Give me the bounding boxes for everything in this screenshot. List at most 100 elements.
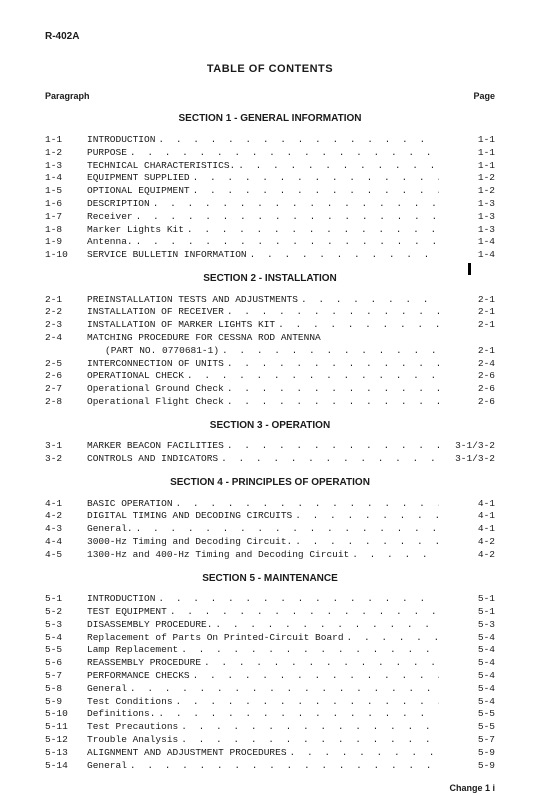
toc-paragraph: 1-5 (45, 185, 87, 198)
toc-paragraph: 2-7 (45, 383, 87, 396)
toc-title: Trouble Analysis (87, 734, 178, 747)
toc-title: PREINSTALLATION TESTS AND ADJUSTMENTS (87, 294, 298, 307)
toc-paragraph: 5-6 (45, 657, 87, 670)
toc-title: SERVICE BULLETIN INFORMATION (87, 249, 247, 262)
toc-row: 2-2INSTALLATION OF RECEIVER . . . . . . … (45, 306, 495, 319)
toc-page: 2-6 (439, 396, 495, 409)
toc-leader: . . . . . . . . . . . . . . . . . . . . … (190, 670, 439, 683)
toc-leader: . . . . . . . . . . . . . . . . . . . . … (224, 396, 439, 409)
toc-title: REASSEMBLY PROCEDURE (87, 657, 201, 670)
toc-row: 5-5Lamp Replacement . . . . . . . . . . … (45, 644, 495, 657)
toc-leader: . . . . . . . . . . . . . . . . . . . . … (218, 453, 439, 466)
toc-paragraph: 5-2 (45, 606, 87, 619)
toc-paragraph: 1-9 (45, 236, 87, 249)
toc-row: 1-3TECHNICAL CHARACTERISTICS. . . . . . … (45, 160, 495, 173)
toc-title: TEST EQUIPMENT (87, 606, 167, 619)
toc-page: 3-1/3-2 (439, 453, 495, 466)
toc-leader: . . . . . . . . . . . . . . . . . . . . … (167, 606, 439, 619)
page-title: TABLE OF CONTENTS (45, 62, 495, 77)
toc-row: 4-1BASIC OPERATION . . . . . . . . . . .… (45, 498, 495, 511)
toc-row: 5-4Replacement of Parts On Printed-Circu… (45, 632, 495, 645)
toc-paragraph: 1-8 (45, 224, 87, 237)
toc-row: 5-9Test Conditions . . . . . . . . . . .… (45, 696, 495, 709)
toc-row: 4-2DIGITAL TIMING AND DECODING CIRCUITS … (45, 510, 495, 523)
toc-page: 1-4 (439, 249, 495, 262)
toc-page: 5-9 (439, 747, 495, 760)
toc-paragraph: 2-2 (45, 306, 87, 319)
page-footer: Change 1 i (45, 782, 495, 794)
toc-row: 1-5OPTIONAL EQUIPMENT . . . . . . . . . … (45, 185, 495, 198)
toc-row: 2-8Operational Flight Check . . . . . . … (45, 396, 495, 409)
toc-leader: . . . . . . . . . . . . . . . . . . . . … (224, 306, 439, 319)
toc-title: Definitions. (87, 708, 155, 721)
toc-title: INTRODUCTION (87, 593, 155, 606)
toc-row: 1-9Antenna. . . . . . . . . . . . . . . … (45, 236, 495, 249)
toc-paragraph: 2-5 (45, 358, 87, 371)
toc-row: 5-3DISASSEMBLY PROCEDURE. . . . . . . . … (45, 619, 495, 632)
change-bar (468, 263, 471, 275)
toc-title: General (87, 760, 127, 773)
document-id: R-402A (45, 30, 495, 44)
toc-page: 4-2 (439, 549, 495, 562)
toc-paragraph: 4-1 (45, 498, 87, 511)
toc-title: PERFORMANCE CHECKS (87, 670, 190, 683)
toc-row-cont: (PART NO. 0770681-1) . . . . . . . . . .… (45, 345, 495, 358)
toc-row: 5-8General . . . . . . . . . . . . . . .… (45, 683, 495, 696)
toc-page: 1-1 (439, 147, 495, 160)
toc-paragraph: 1-10 (45, 249, 87, 262)
toc-title: Marker Lights Kit (87, 224, 184, 237)
toc-row: 1-4EQUIPMENT SUPPLIED . . . . . . . . . … (45, 172, 495, 185)
toc-title: General. (87, 523, 133, 536)
toc-leader: . . . . . . . . . . . . . . . . . . . . … (201, 657, 439, 670)
toc-leader: . . . . . . . . . . . . . . . . . . . . … (349, 549, 439, 562)
toc-leader: . . . . . . . . . . . . . . . . . . . . … (173, 498, 439, 511)
toc-page: 5-3 (439, 619, 495, 632)
toc-leader: . . . . . . . . . . . . . . . . . . . . … (127, 147, 439, 160)
toc-paragraph: 2-8 (45, 396, 87, 409)
toc-row: 1-8Marker Lights Kit . . . . . . . . . .… (45, 224, 495, 237)
toc-row: 2-6OPERATIONAL CHECK . . . . . . . . . .… (45, 370, 495, 383)
toc-title: DESCRIPTION (87, 198, 150, 211)
toc-paragraph: 5-5 (45, 644, 87, 657)
toc-title: MATCHING PROCEDURE FOR CESSNA ROD ANTENN… (87, 332, 321, 345)
toc-paragraph: 4-5 (45, 549, 87, 562)
toc-row: 2-3INSTALLATION OF MARKER LIGHTS KIT . .… (45, 319, 495, 332)
toc-row: 3-1MARKER BEACON FACILITIES . . . . . . … (45, 440, 495, 453)
toc-title: MARKER BEACON FACILITIES (87, 440, 224, 453)
toc-leader: . . . . . . . . . . . . . . . . . . . . … (184, 224, 439, 237)
toc-title: Test Precautions (87, 721, 178, 734)
toc-leader: . . . . . . . . . . . . . . . . . . . . … (133, 211, 439, 224)
toc-row: 3-2CONTROLS AND INDICATORS . . . . . . .… (45, 453, 495, 466)
toc-title: Operational Flight Check (87, 396, 224, 409)
toc-leader: . . . . . . . . . . . . . . . . . . . . … (155, 134, 439, 147)
toc-paragraph: 2-6 (45, 370, 87, 383)
toc-leader: . . . . . . . . . . . . . . . . . . . . … (224, 440, 439, 453)
toc-page: 5-1 (439, 606, 495, 619)
toc-page: 5-5 (439, 721, 495, 734)
toc-paragraph: 5-12 (45, 734, 87, 747)
toc-row: 4-43000-Hz Timing and Decoding Circuit. … (45, 536, 495, 549)
toc-row: 2-4MATCHING PROCEDURE FOR CESSNA ROD ANT… (45, 332, 495, 345)
toc-page: 1-2 (439, 172, 495, 185)
toc-page: 2-6 (439, 383, 495, 396)
toc-row: 2-5INTERCONNECTION OF UNITS . . . . . . … (45, 358, 495, 371)
toc-paragraph: 2-4 (45, 332, 87, 345)
toc-leader: . . . . . . . . . . . . . . . . . . . . … (224, 383, 439, 396)
toc-title: TECHNICAL CHARACTERISTICS. (87, 160, 235, 173)
toc-page: 3-1/3-2 (439, 440, 495, 453)
toc-row: 5-1INTRODUCTION . . . . . . . . . . . . … (45, 593, 495, 606)
toc-page: 1-3 (439, 224, 495, 237)
toc-row: 5-2TEST EQUIPMENT . . . . . . . . . . . … (45, 606, 495, 619)
toc-page: 1-4 (439, 236, 495, 249)
toc-leader: . . . . . . . . . . . . . . . . . . . . … (224, 358, 439, 371)
toc-paragraph: 2-1 (45, 294, 87, 307)
toc-page: 4-1 (439, 510, 495, 523)
toc-page: 2-1 (439, 319, 495, 332)
toc-leader: . . . . . . . . . . . . . . . . . . . . … (212, 619, 439, 632)
toc-title: OPERATIONAL CHECK (87, 370, 184, 383)
toc-row: 5-12Trouble Analysis . . . . . . . . . .… (45, 734, 495, 747)
toc-paragraph: 1-4 (45, 172, 87, 185)
toc-row: 1-10SERVICE BULLETIN INFORMATION . . . .… (45, 249, 495, 262)
toc-title: INSTALLATION OF MARKER LIGHTS KIT (87, 319, 275, 332)
toc-row: 5-7PERFORMANCE CHECKS . . . . . . . . . … (45, 670, 495, 683)
